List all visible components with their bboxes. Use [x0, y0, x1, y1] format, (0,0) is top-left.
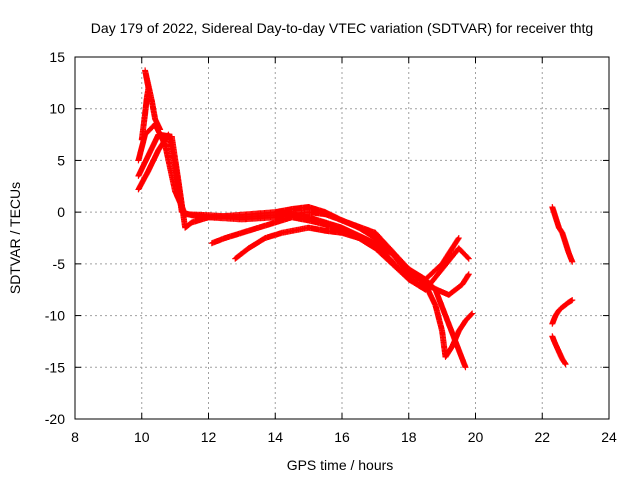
- x-axis-label: GPS time / hours: [287, 457, 394, 473]
- x-tick-label: 14: [267, 429, 283, 445]
- point-marks: [549, 333, 569, 368]
- point-marks: [138, 67, 164, 143]
- point-marks: [232, 224, 469, 371]
- x-tick-label: 10: [134, 429, 150, 445]
- x-tick-label: 18: [401, 429, 417, 445]
- y-tick-label: -15: [45, 359, 65, 375]
- point-marks: [422, 281, 476, 360]
- series-arc-h: [549, 333, 569, 368]
- x-tick-label: 16: [334, 429, 350, 445]
- y-tick-label: 15: [49, 49, 65, 65]
- y-tick-label: -5: [53, 256, 66, 272]
- point-marks: [549, 297, 576, 327]
- x-tick-label: 24: [601, 429, 617, 445]
- axis-ticks: 8 10 12 14 16 18 20 22 24 15 10 5 0 -5 -10 -15 -20: [45, 49, 617, 445]
- y-tick-label: 10: [49, 101, 65, 117]
- y-tick-label: 5: [57, 152, 65, 168]
- x-tick-label: 22: [534, 429, 550, 445]
- y-axis-label: SDTVAR / TECUs: [7, 182, 23, 294]
- y-tick-label: -10: [45, 308, 65, 324]
- data-points: [135, 67, 576, 371]
- y-tick-label: 0: [57, 204, 65, 220]
- x-tick-label: 12: [201, 429, 217, 445]
- chart-title: Day 179 of 2022, Sidereal Day-to-day VTE…: [91, 20, 593, 36]
- series-spike: [138, 67, 164, 143]
- series-arc-f: [422, 281, 476, 360]
- y-tick-label: -20: [45, 411, 65, 427]
- point-marks: [549, 204, 576, 265]
- series-arc-e: [232, 224, 469, 371]
- series-arc-i: [549, 297, 576, 327]
- gridlines: [75, 57, 609, 419]
- x-tick-label: 20: [468, 429, 484, 445]
- series-arc-g: [549, 204, 576, 265]
- x-tick-label: 8: [71, 429, 79, 445]
